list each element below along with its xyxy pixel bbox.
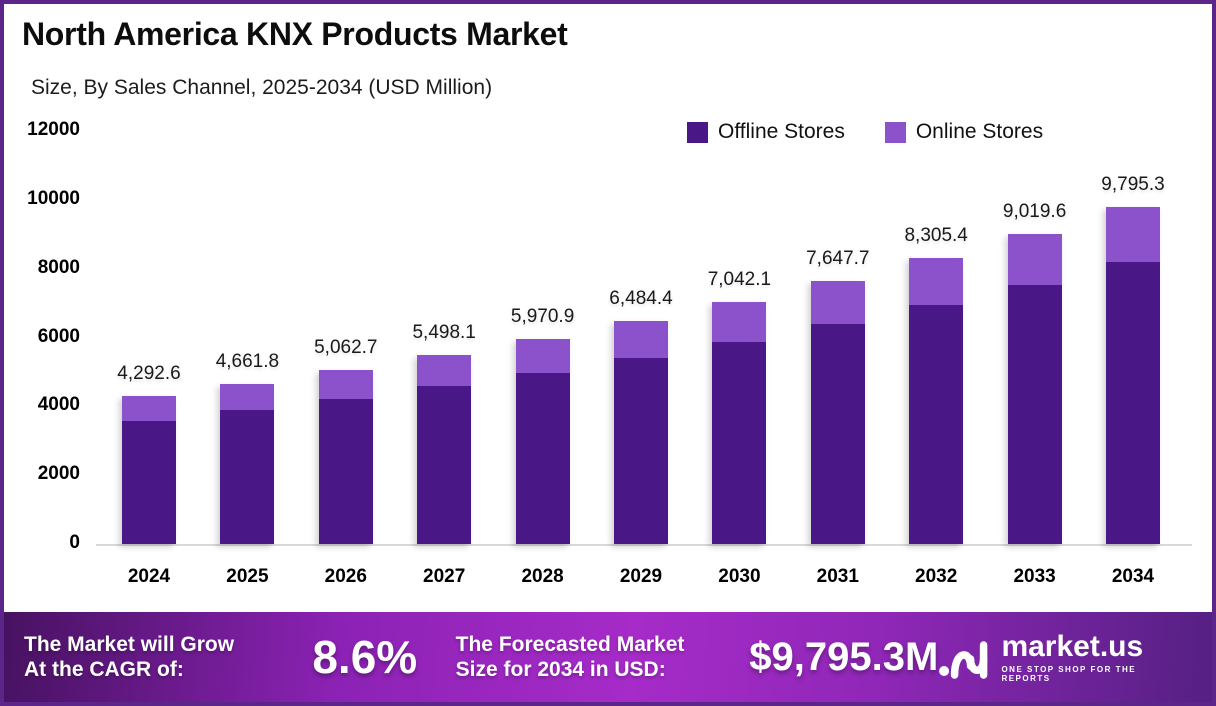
bar-2031-offline-segment <box>810 324 865 544</box>
bar-2033 <box>1007 233 1062 544</box>
y-axis-tick-4000: 4000 <box>37 394 80 416</box>
y-axis-tick-8000: 8000 <box>37 256 80 278</box>
bar-2028-value-label: 5,970.9 <box>510 305 575 327</box>
x-axis-line <box>96 544 1192 546</box>
bar-2031-value-label: 7,647.7 <box>806 247 870 269</box>
bar-2026 <box>318 369 373 544</box>
marketus-logo-icon <box>939 641 988 679</box>
bar-2031 <box>810 280 865 544</box>
bar-2028 <box>515 338 570 544</box>
x-axis-tick-2026: 2026 <box>324 566 367 587</box>
chart-legend: Offline Stores Online Stores <box>687 120 1043 144</box>
y-axis-tick-6000: 6000 <box>37 325 80 347</box>
brand-tagline: ONE STOP SHOP FOR THE REPORTS <box>1001 664 1137 683</box>
bar-2025-value-label: 4,661.8 <box>215 350 280 372</box>
bar-2030-online-segment <box>712 301 767 342</box>
forecast-value: $9,795.3M <box>749 634 939 679</box>
x-axis-tick-2031: 2031 <box>816 566 859 587</box>
cagr-label-line1: The Market will Grow <box>24 632 235 656</box>
forecast-label-line2: Size for 2034 in USD: <box>455 658 666 681</box>
x-axis-tick-2029: 2029 <box>619 566 663 587</box>
legend-label: Offline Stores <box>718 120 845 143</box>
bar-2025-online-segment <box>220 383 275 410</box>
bar-2033-offline-segment <box>1007 284 1062 544</box>
bar-2032-offline-segment <box>909 305 964 544</box>
brand-name: market.us <box>1001 629 1144 663</box>
bar-2029 <box>614 320 668 544</box>
bar-2028-online-segment <box>515 338 570 373</box>
bar-2034-offline-segment <box>1106 262 1160 544</box>
bar-2026-value-label: 5,062.7 <box>314 336 378 358</box>
bar-2034 <box>1106 206 1160 544</box>
y-axis-tick-2000: 2000 <box>37 463 80 485</box>
cagr-value: 8.6% <box>312 631 418 683</box>
bar-2032-value-label: 8,305.4 <box>904 225 968 247</box>
brand-logo: market.us ONE STOP SHOP FOR THE REPORTS <box>938 629 1192 683</box>
footer-banner: The Market will Grow At the CAGR of: 8.6… <box>4 612 1212 702</box>
cagr-label: The Market will Grow At the CAGR of: <box>24 632 292 682</box>
bar-2033-value-label: 9,019.6 <box>1002 200 1067 222</box>
page-subtitle: Size, By Sales Channel, 2025-2034 (USD M… <box>31 76 493 99</box>
bar-2024-online-segment <box>122 396 176 421</box>
bar-2031-online-segment <box>810 280 865 325</box>
y-axis-tick-12000: 12000 <box>27 119 80 140</box>
bar-2034-online-segment <box>1106 206 1160 263</box>
bar-2033-online-segment <box>1007 233 1062 285</box>
bar-2025 <box>220 383 275 544</box>
x-axis-tick-2030: 2030 <box>718 566 761 587</box>
legend-item-online-stores: Online Stores <box>884 120 1044 144</box>
bar-2027-online-segment <box>417 354 472 386</box>
bar-2028-offline-segment <box>515 372 570 544</box>
brand-text: market.us ONE STOP SHOP FOR THE REPORTS <box>1001 629 1186 683</box>
x-axis-tick-2032: 2032 <box>915 566 958 587</box>
legend-item-offline-stores: Offline Stores <box>687 120 845 144</box>
bar-2024-offline-segment <box>122 420 176 544</box>
legend-label: Online Stores <box>915 120 1044 143</box>
bar-2027-offline-segment <box>417 385 472 544</box>
page-title: North America KNX Products Market <box>22 16 568 52</box>
bar-2027-value-label: 5,498.1 <box>412 321 476 343</box>
bar-2026-offline-segment <box>318 398 373 544</box>
cagr-label-line2: At the CAGR of: <box>24 658 184 681</box>
x-axis-tick-2028: 2028 <box>521 566 564 587</box>
bar-2030-value-label: 7,042.1 <box>707 268 772 290</box>
forecast-label: The Forecasted Market Size for 2034 in U… <box>456 632 744 682</box>
x-axis-tick-2025: 2025 <box>226 566 269 587</box>
bar-2026-online-segment <box>318 369 373 399</box>
x-axis-tick-2024: 2024 <box>127 566 171 587</box>
bar-2034-value-label: 9,795.3 <box>1101 173 1165 195</box>
bar-2027 <box>417 354 472 544</box>
x-axis-tick-2034: 2034 <box>1111 566 1155 587</box>
bar-2024-value-label: 4,292.6 <box>117 363 181 385</box>
legend-swatch-icon <box>687 121 708 143</box>
y-axis-tick-10000: 10000 <box>27 187 80 209</box>
x-axis-tick-2027: 2027 <box>423 566 466 587</box>
forecast-label-line1: The Forecasted Market <box>455 632 685 656</box>
bar-2032-online-segment <box>909 258 964 306</box>
bar-2025-offline-segment <box>220 409 275 544</box>
bar-2030 <box>712 301 767 544</box>
bar-2024 <box>122 396 176 544</box>
bar-2029-offline-segment <box>614 357 668 544</box>
x-axis-tick-2033: 2033 <box>1013 566 1056 587</box>
bar-2030-offline-segment <box>712 341 767 544</box>
y-axis-tick-0: 0 <box>69 532 80 553</box>
legend-swatch-icon <box>884 121 906 143</box>
bar-2029-value-label: 6,484.4 <box>609 287 673 309</box>
bar-2029-online-segment <box>614 320 668 358</box>
bar-chart: 0 2000 4000 6000 8000 10000 12000 4,292.6 2024 4,… <box>4 4 1212 614</box>
bar-2032 <box>909 258 964 544</box>
